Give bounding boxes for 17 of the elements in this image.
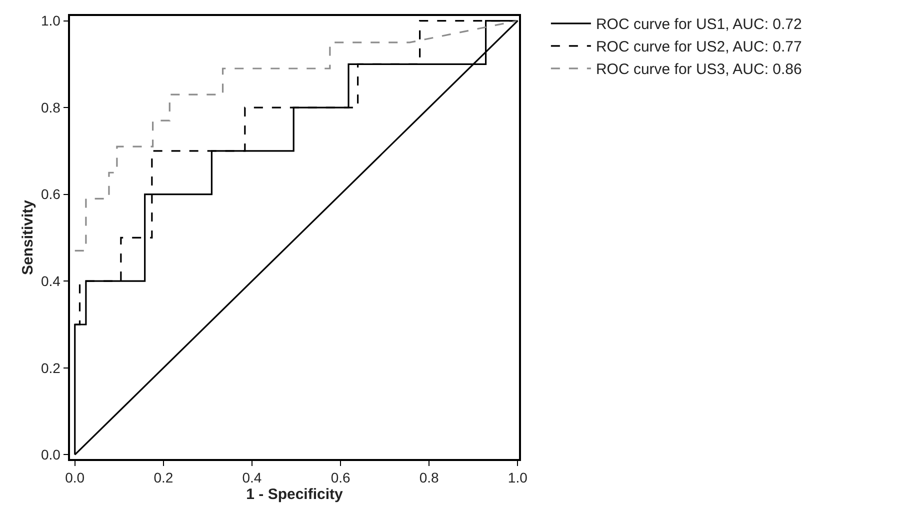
legend-label: ROC curve for US3, AUC: 0.86 (596, 61, 802, 78)
legend-label: ROC curve for US2, AUC: 0.77 (596, 38, 802, 56)
x-tick-label: 0.2 (154, 470, 174, 486)
y-tick-label: 0.2 (40, 360, 61, 376)
x-tick-label: 0.8 (419, 470, 440, 486)
x-tick-label: 0.6 (330, 470, 350, 486)
x-tick-label: 0.0 (65, 470, 85, 486)
y-tick-label: 1.0 (40, 12, 61, 29)
y-axis-title: Sensitivity (20, 199, 37, 276)
y-tick-label: 0.8 (40, 99, 61, 116)
legend-label: ROC curve for US1, AUC: 0.72 (596, 16, 802, 34)
x-axis-title: 1 - Specificity (246, 486, 344, 504)
y-tick-label: 0.0 (40, 446, 61, 463)
x-tick-label: 0.4 (242, 470, 262, 486)
y-tick-label: 0.4 (40, 273, 61, 290)
x-tick-label: 1.0 (508, 470, 528, 486)
y-tick-label: 0.6 (40, 186, 61, 202)
